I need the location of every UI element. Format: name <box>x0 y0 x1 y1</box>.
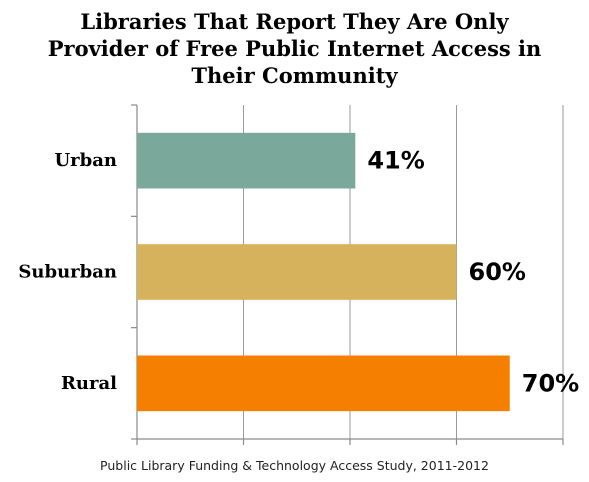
category-label-suburban: Suburban <box>18 262 117 283</box>
chart-title-line-2: Provider of Free Public Internet Access … <box>47 36 542 61</box>
category-label-urban: Urban <box>54 150 117 171</box>
chart-title: Libraries That Report They Are Only Prov… <box>0 8 589 89</box>
source-note: Public Library Funding & Technology Acce… <box>100 458 489 473</box>
chart-title-line-3: Their Community <box>191 63 398 88</box>
data-label-rural: 70% <box>522 369 579 397</box>
labels: Urban 41% Suburban 60% Rural 70% <box>18 147 579 398</box>
bar-rural <box>137 355 510 412</box>
data-label-urban: 41% <box>367 147 424 175</box>
bar-suburban <box>137 244 457 300</box>
data-label-suburban: 60% <box>469 258 526 286</box>
chart-title-line-1: Libraries That Report They Are Only <box>80 9 509 34</box>
category-label-rural: Rural <box>61 373 117 394</box>
bars <box>137 132 510 412</box>
bar-urban <box>137 132 356 189</box>
